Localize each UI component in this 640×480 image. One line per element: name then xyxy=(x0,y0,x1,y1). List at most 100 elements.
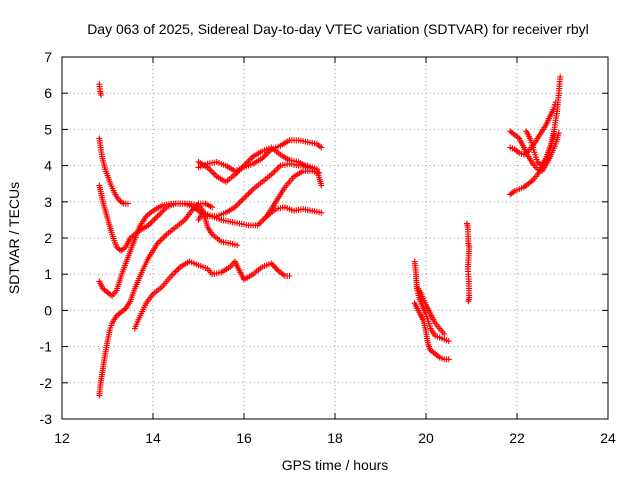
series-arc-12 xyxy=(411,300,452,363)
data-point xyxy=(236,199,243,206)
data-point xyxy=(98,92,105,99)
data-point xyxy=(260,216,267,223)
series-arc-9 xyxy=(195,204,325,229)
data-point xyxy=(269,170,276,177)
data-point xyxy=(262,152,269,159)
data-point xyxy=(194,202,201,209)
data-point xyxy=(268,260,275,267)
y-tick-label: 2 xyxy=(44,230,52,246)
data-point xyxy=(441,330,448,337)
data-point xyxy=(318,209,325,216)
data-point xyxy=(316,169,323,176)
data-point xyxy=(190,206,197,213)
data-point xyxy=(237,198,244,205)
data-points xyxy=(96,73,564,399)
data-point xyxy=(244,192,251,199)
data-point xyxy=(160,207,167,214)
data-point xyxy=(169,271,176,278)
data-point xyxy=(154,213,161,220)
data-point xyxy=(210,170,217,177)
data-point xyxy=(153,214,160,221)
x-tick-label: 12 xyxy=(54,430,70,446)
data-point xyxy=(272,264,279,271)
data-point xyxy=(192,203,199,210)
x-tick-label: 14 xyxy=(145,430,161,446)
series-arc-5 xyxy=(96,200,216,399)
data-point xyxy=(445,338,452,345)
data-point xyxy=(156,211,163,218)
data-point xyxy=(271,263,278,270)
y-tick-label: -1 xyxy=(40,339,53,355)
data-point xyxy=(162,232,169,239)
data-point xyxy=(171,269,178,276)
x-tick-labels: 12 14 16 18 20 22 24 xyxy=(54,430,616,446)
series-arc-18 xyxy=(523,128,558,169)
x-tick-label: 24 xyxy=(600,430,616,446)
data-point xyxy=(188,207,195,214)
data-point xyxy=(157,210,164,217)
data-point xyxy=(557,73,564,80)
data-point xyxy=(207,167,214,174)
data-point xyxy=(150,217,156,224)
data-point xyxy=(272,167,279,174)
data-point xyxy=(241,195,247,202)
series-arc-10 xyxy=(263,168,323,220)
y-tick-label: 0 xyxy=(44,302,52,318)
data-point xyxy=(465,298,472,305)
data-point xyxy=(551,131,558,138)
y-tick-label: 3 xyxy=(44,194,52,210)
data-point xyxy=(555,130,562,137)
x-tick-label: 16 xyxy=(236,430,252,446)
series-arc-2 xyxy=(96,135,131,207)
data-point xyxy=(273,266,280,273)
y-tick-label: -3 xyxy=(40,411,53,427)
x-tick-label: 20 xyxy=(418,430,434,446)
data-point xyxy=(148,219,155,226)
data-point xyxy=(242,193,249,200)
data-point xyxy=(256,220,263,227)
y-tick-label: 4 xyxy=(44,158,52,174)
data-point xyxy=(318,182,325,189)
data-point xyxy=(160,234,167,241)
x-tick-label: 22 xyxy=(509,430,525,446)
axis-ticks xyxy=(61,56,609,420)
data-point xyxy=(159,235,166,242)
data-point xyxy=(257,219,264,226)
data-point xyxy=(274,165,281,172)
data-point xyxy=(247,156,254,163)
series-arc-1 xyxy=(96,81,105,99)
data-point xyxy=(245,190,252,197)
y-tick-labels: -3 -2 -1 0 1 2 3 4 5 6 7 xyxy=(40,49,53,427)
data-point xyxy=(191,204,198,211)
data-point xyxy=(248,187,255,194)
y-tick-label: 7 xyxy=(44,49,52,65)
data-point xyxy=(209,204,216,211)
data-point xyxy=(209,168,216,175)
data-point xyxy=(234,242,241,249)
series-arc-6 xyxy=(131,258,293,332)
series-arc-14 xyxy=(463,220,473,305)
data-point xyxy=(262,214,269,221)
data-point xyxy=(151,216,158,223)
data-point xyxy=(286,273,293,280)
data-point xyxy=(318,144,325,151)
y-tick-label: -2 xyxy=(40,375,53,391)
y-tick-label: 5 xyxy=(44,121,52,137)
data-point xyxy=(124,200,131,207)
grid-lines xyxy=(62,57,608,419)
data-point xyxy=(269,261,276,268)
data-point xyxy=(239,196,246,203)
series-arc-4 xyxy=(96,200,241,299)
data-point xyxy=(159,208,166,215)
data-point xyxy=(174,266,181,273)
data-point xyxy=(259,217,266,224)
data-point xyxy=(156,238,163,245)
data-point xyxy=(234,201,241,208)
x-tick-label: 18 xyxy=(327,430,343,446)
plot-frame xyxy=(61,56,609,420)
chart-title: Day 063 of 2025, Sidereal Day-to-day VTE… xyxy=(87,21,589,37)
series-arc-11 xyxy=(411,258,452,345)
y-axis-label: SDTVAR / TECUs xyxy=(6,182,22,294)
data-point xyxy=(237,165,244,172)
y-tick-label: 6 xyxy=(44,85,52,101)
